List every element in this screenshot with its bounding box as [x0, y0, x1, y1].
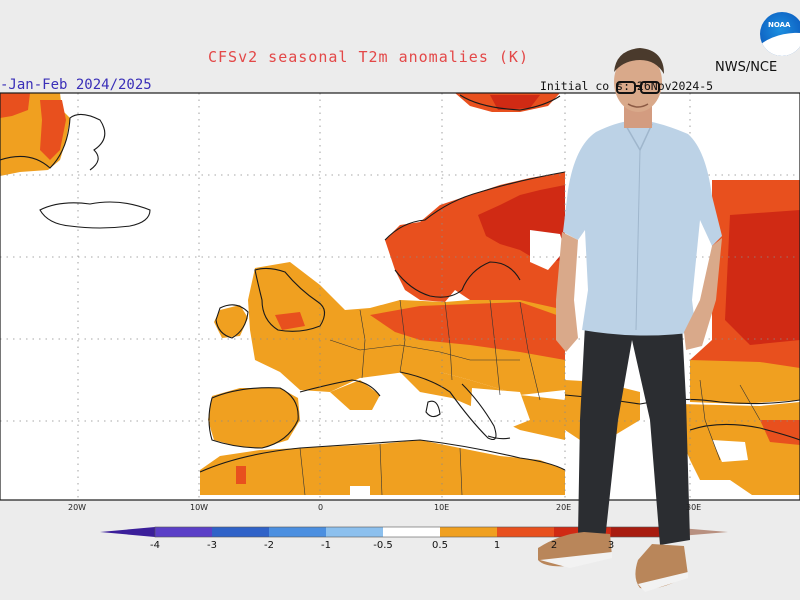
initial-conditions-label: Initial co s: 26Nov2024-5	[540, 79, 714, 93]
presenter-left-hand	[556, 232, 578, 352]
agency-label: NWS/NCE	[715, 60, 778, 75]
graticule	[0, 93, 800, 500]
colorbar-neg4-neg3	[155, 527, 212, 537]
colorbar-lt-neg4	[100, 527, 155, 537]
presenter-trousers	[578, 325, 690, 545]
colorbar-tick: 3	[607, 540, 615, 551]
colorbar-tick: 1	[493, 540, 501, 551]
anomaly-region-north-africa	[200, 440, 565, 495]
lon-label-10e: 10E	[434, 503, 450, 512]
presenter	[538, 48, 722, 592]
presenter-right-hand	[684, 238, 722, 350]
colorbar-tick: -4	[150, 540, 160, 551]
anomaly-region-iberia	[208, 372, 565, 448]
anomaly-region-scandinavia	[385, 172, 565, 330]
anomaly-region-greenland	[0, 93, 70, 176]
colorbar-p3-p4	[611, 527, 668, 537]
chart-title: CFSv2 seasonal T2m anomalies (K)	[208, 48, 529, 66]
colorbar-p1-p2	[497, 527, 554, 537]
lon-label-30e: 30E	[686, 503, 702, 512]
presenter-head	[614, 52, 662, 112]
map-frame	[0, 92, 800, 501]
lon-label-0: 0	[318, 503, 324, 512]
lon-label-20e: 20E	[556, 503, 572, 512]
colorbar-neg1-neg05	[326, 527, 383, 537]
colorbar-tick: 2	[550, 540, 558, 551]
presenter-shirt	[563, 120, 722, 336]
lon-label-20w: 20W	[68, 503, 87, 512]
colorbar-tick: -0.5	[373, 540, 393, 551]
noaa-logo: NOAA	[760, 12, 800, 56]
colorbar-tick: 0.5	[432, 540, 448, 551]
colorbar-tick: -1	[321, 540, 331, 551]
colorbar-p05-p1	[440, 527, 497, 537]
noaa-logo-text: NOAA	[768, 21, 791, 29]
presenter-glasses	[616, 81, 636, 94]
lon-label-10w: 10W	[190, 503, 209, 512]
colorbar	[100, 526, 728, 538]
anomaly-region-central-europe	[214, 262, 565, 395]
colorbar-tick: -2	[264, 540, 274, 551]
colorbar-neg2-neg1	[269, 527, 326, 537]
colorbar-neutral	[383, 527, 440, 537]
colorbar-tick: -3	[207, 540, 217, 551]
colorbar-neg3-neg2	[212, 527, 269, 537]
season-label: -Jan-Feb 2024/2025	[0, 77, 152, 93]
country-borders	[299, 299, 761, 496]
presenter-hair	[614, 48, 664, 74]
